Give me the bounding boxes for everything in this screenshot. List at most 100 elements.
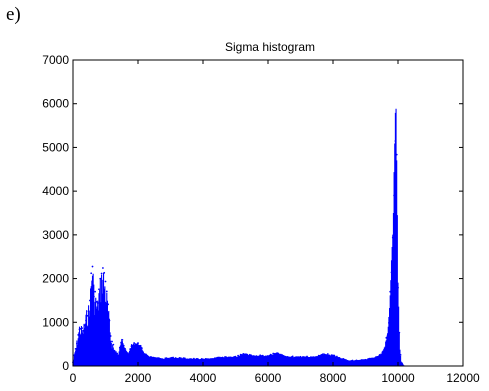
histogram-point (310, 356, 312, 359)
histogram-point (291, 355, 294, 358)
x-tick-label: 6000 (255, 371, 282, 385)
histogram-point (308, 357, 311, 360)
histogram-point (109, 335, 112, 337)
histogram-point (191, 358, 194, 361)
histogram-point (173, 357, 176, 360)
histogram-point (329, 355, 332, 358)
histogram-point (131, 345, 134, 348)
histogram-point (181, 358, 184, 361)
histogram-point (98, 288, 100, 291)
histogram-point (125, 351, 128, 354)
histogram-point (382, 350, 385, 353)
histogram-point (186, 358, 189, 361)
histogram-point (317, 354, 320, 357)
histogram-point (274, 353, 277, 356)
histogram-point (232, 357, 234, 360)
histogram-point (289, 356, 291, 359)
histogram-point (195, 357, 198, 360)
histogram-point (373, 357, 376, 360)
histogram-point (311, 357, 314, 359)
histogram-point (102, 267, 104, 269)
histogram-point (336, 355, 338, 358)
histogram-point (385, 336, 388, 339)
histogram-point (124, 347, 126, 350)
y-tick-label: 4000 (42, 184, 69, 198)
panel-label: e) (6, 4, 21, 25)
histogram-point (378, 353, 381, 356)
histogram-point (304, 356, 307, 359)
histogram-point (319, 354, 321, 357)
histogram-point (180, 357, 182, 360)
y-tick-label: 3000 (42, 228, 69, 242)
histogram-point (115, 351, 117, 353)
x-tick-label: 8000 (320, 371, 347, 385)
histogram-point (271, 354, 273, 357)
histogram-point (345, 359, 347, 361)
histogram-point (302, 356, 304, 358)
histogram-point (108, 319, 111, 322)
histogram-point (362, 359, 364, 361)
histogram-point (381, 351, 384, 354)
histogram-point (246, 353, 249, 356)
histogram-point (151, 356, 154, 359)
histogram-point (112, 343, 115, 346)
histogram-point (278, 353, 281, 356)
histogram-point (234, 355, 237, 358)
histogram-point (316, 356, 319, 358)
histogram-point (225, 356, 228, 359)
histogram-point (247, 355, 250, 358)
histogram-point (206, 358, 208, 360)
histogram-point (164, 357, 167, 360)
histogram-point (342, 357, 345, 360)
histogram-point (226, 357, 229, 360)
histogram-point (252, 355, 255, 357)
histogram-point (321, 353, 324, 356)
histogram-point (250, 354, 253, 357)
x-tick-label: 12000 (446, 371, 480, 385)
histogram-point (76, 342, 78, 345)
histogram-point (259, 354, 262, 357)
histogram-point (95, 300, 98, 303)
histogram-point (96, 302, 99, 304)
y-tick-label: 1000 (42, 315, 69, 329)
y-tick-label: 0 (62, 359, 69, 373)
histogram-point (368, 357, 371, 360)
y-tick-label: 2000 (42, 272, 69, 286)
histogram-point (222, 357, 225, 359)
y-tick-label: 7000 (42, 53, 69, 67)
histogram-point (77, 334, 80, 336)
histogram-point (169, 358, 172, 360)
histogram-point (74, 348, 77, 350)
histogram-point (255, 355, 258, 358)
histogram-point (371, 357, 373, 360)
histogram-point (142, 351, 145, 354)
histogram-point (338, 356, 341, 359)
histogram-point (398, 331, 401, 334)
histogram-point (299, 355, 302, 358)
histogram-point (260, 355, 263, 358)
histogram-point (384, 347, 386, 350)
histogram-point (217, 356, 220, 359)
histogram-point (391, 236, 394, 239)
histogram-point (199, 358, 202, 361)
histogram-point (83, 324, 86, 327)
histogram-point (139, 344, 142, 347)
histogram-point (85, 319, 87, 322)
histogram-point (118, 346, 121, 349)
histogram-point (276, 352, 278, 355)
histogram-point (290, 356, 293, 359)
x-tick-label: 10000 (381, 371, 415, 385)
histogram-point (134, 345, 137, 348)
histogram-point (228, 356, 230, 359)
histogram-point (103, 271, 106, 274)
histogram-point (81, 327, 83, 330)
histogram-point (238, 355, 241, 358)
histogram-point (394, 140, 397, 142)
histogram-point (111, 340, 113, 343)
histogram-point (147, 355, 150, 358)
histogram-point (401, 362, 403, 365)
histogram-point (397, 286, 399, 289)
histogram-point (73, 354, 76, 357)
histogram-point (334, 356, 337, 359)
histogram-point (104, 280, 107, 283)
